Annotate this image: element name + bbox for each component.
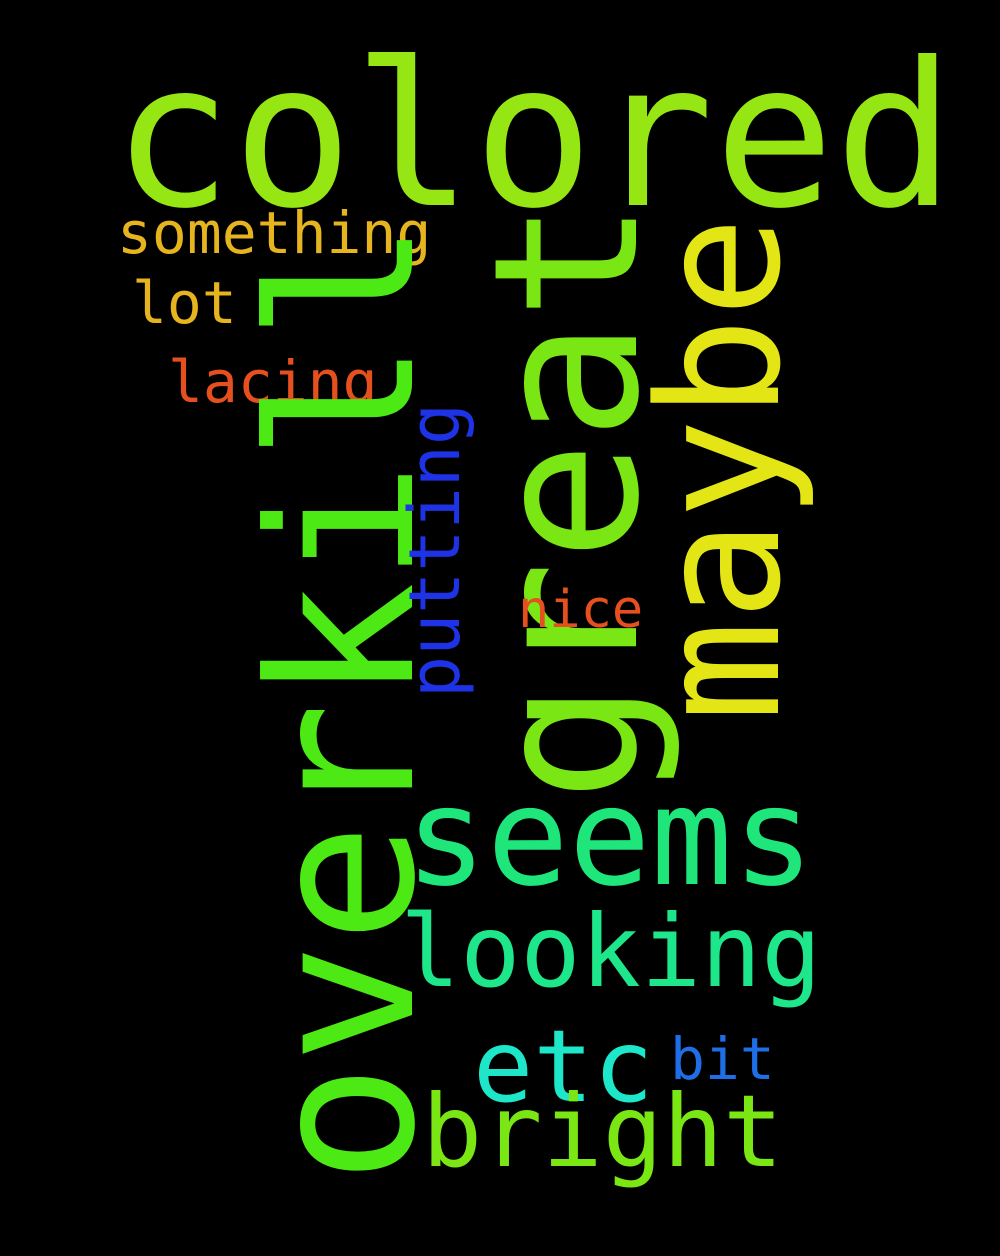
word-maybe: maybe bbox=[622, 216, 818, 722]
word-bright: bright bbox=[422, 1073, 784, 1190]
word-nice: nice bbox=[518, 580, 644, 640]
word-something: something bbox=[117, 199, 432, 267]
word-seems: seems bbox=[405, 759, 815, 917]
word-bit: bit bbox=[670, 1025, 775, 1093]
word-overkill: overkill bbox=[227, 220, 460, 1184]
word-putting: putting bbox=[394, 402, 476, 698]
word-colored: colored bbox=[112, 20, 955, 253]
word-lacing: lacing bbox=[168, 348, 378, 416]
word-looking: looking bbox=[400, 893, 822, 1010]
word-lot: lot bbox=[132, 269, 237, 337]
word-etc: etc bbox=[473, 1008, 654, 1125]
